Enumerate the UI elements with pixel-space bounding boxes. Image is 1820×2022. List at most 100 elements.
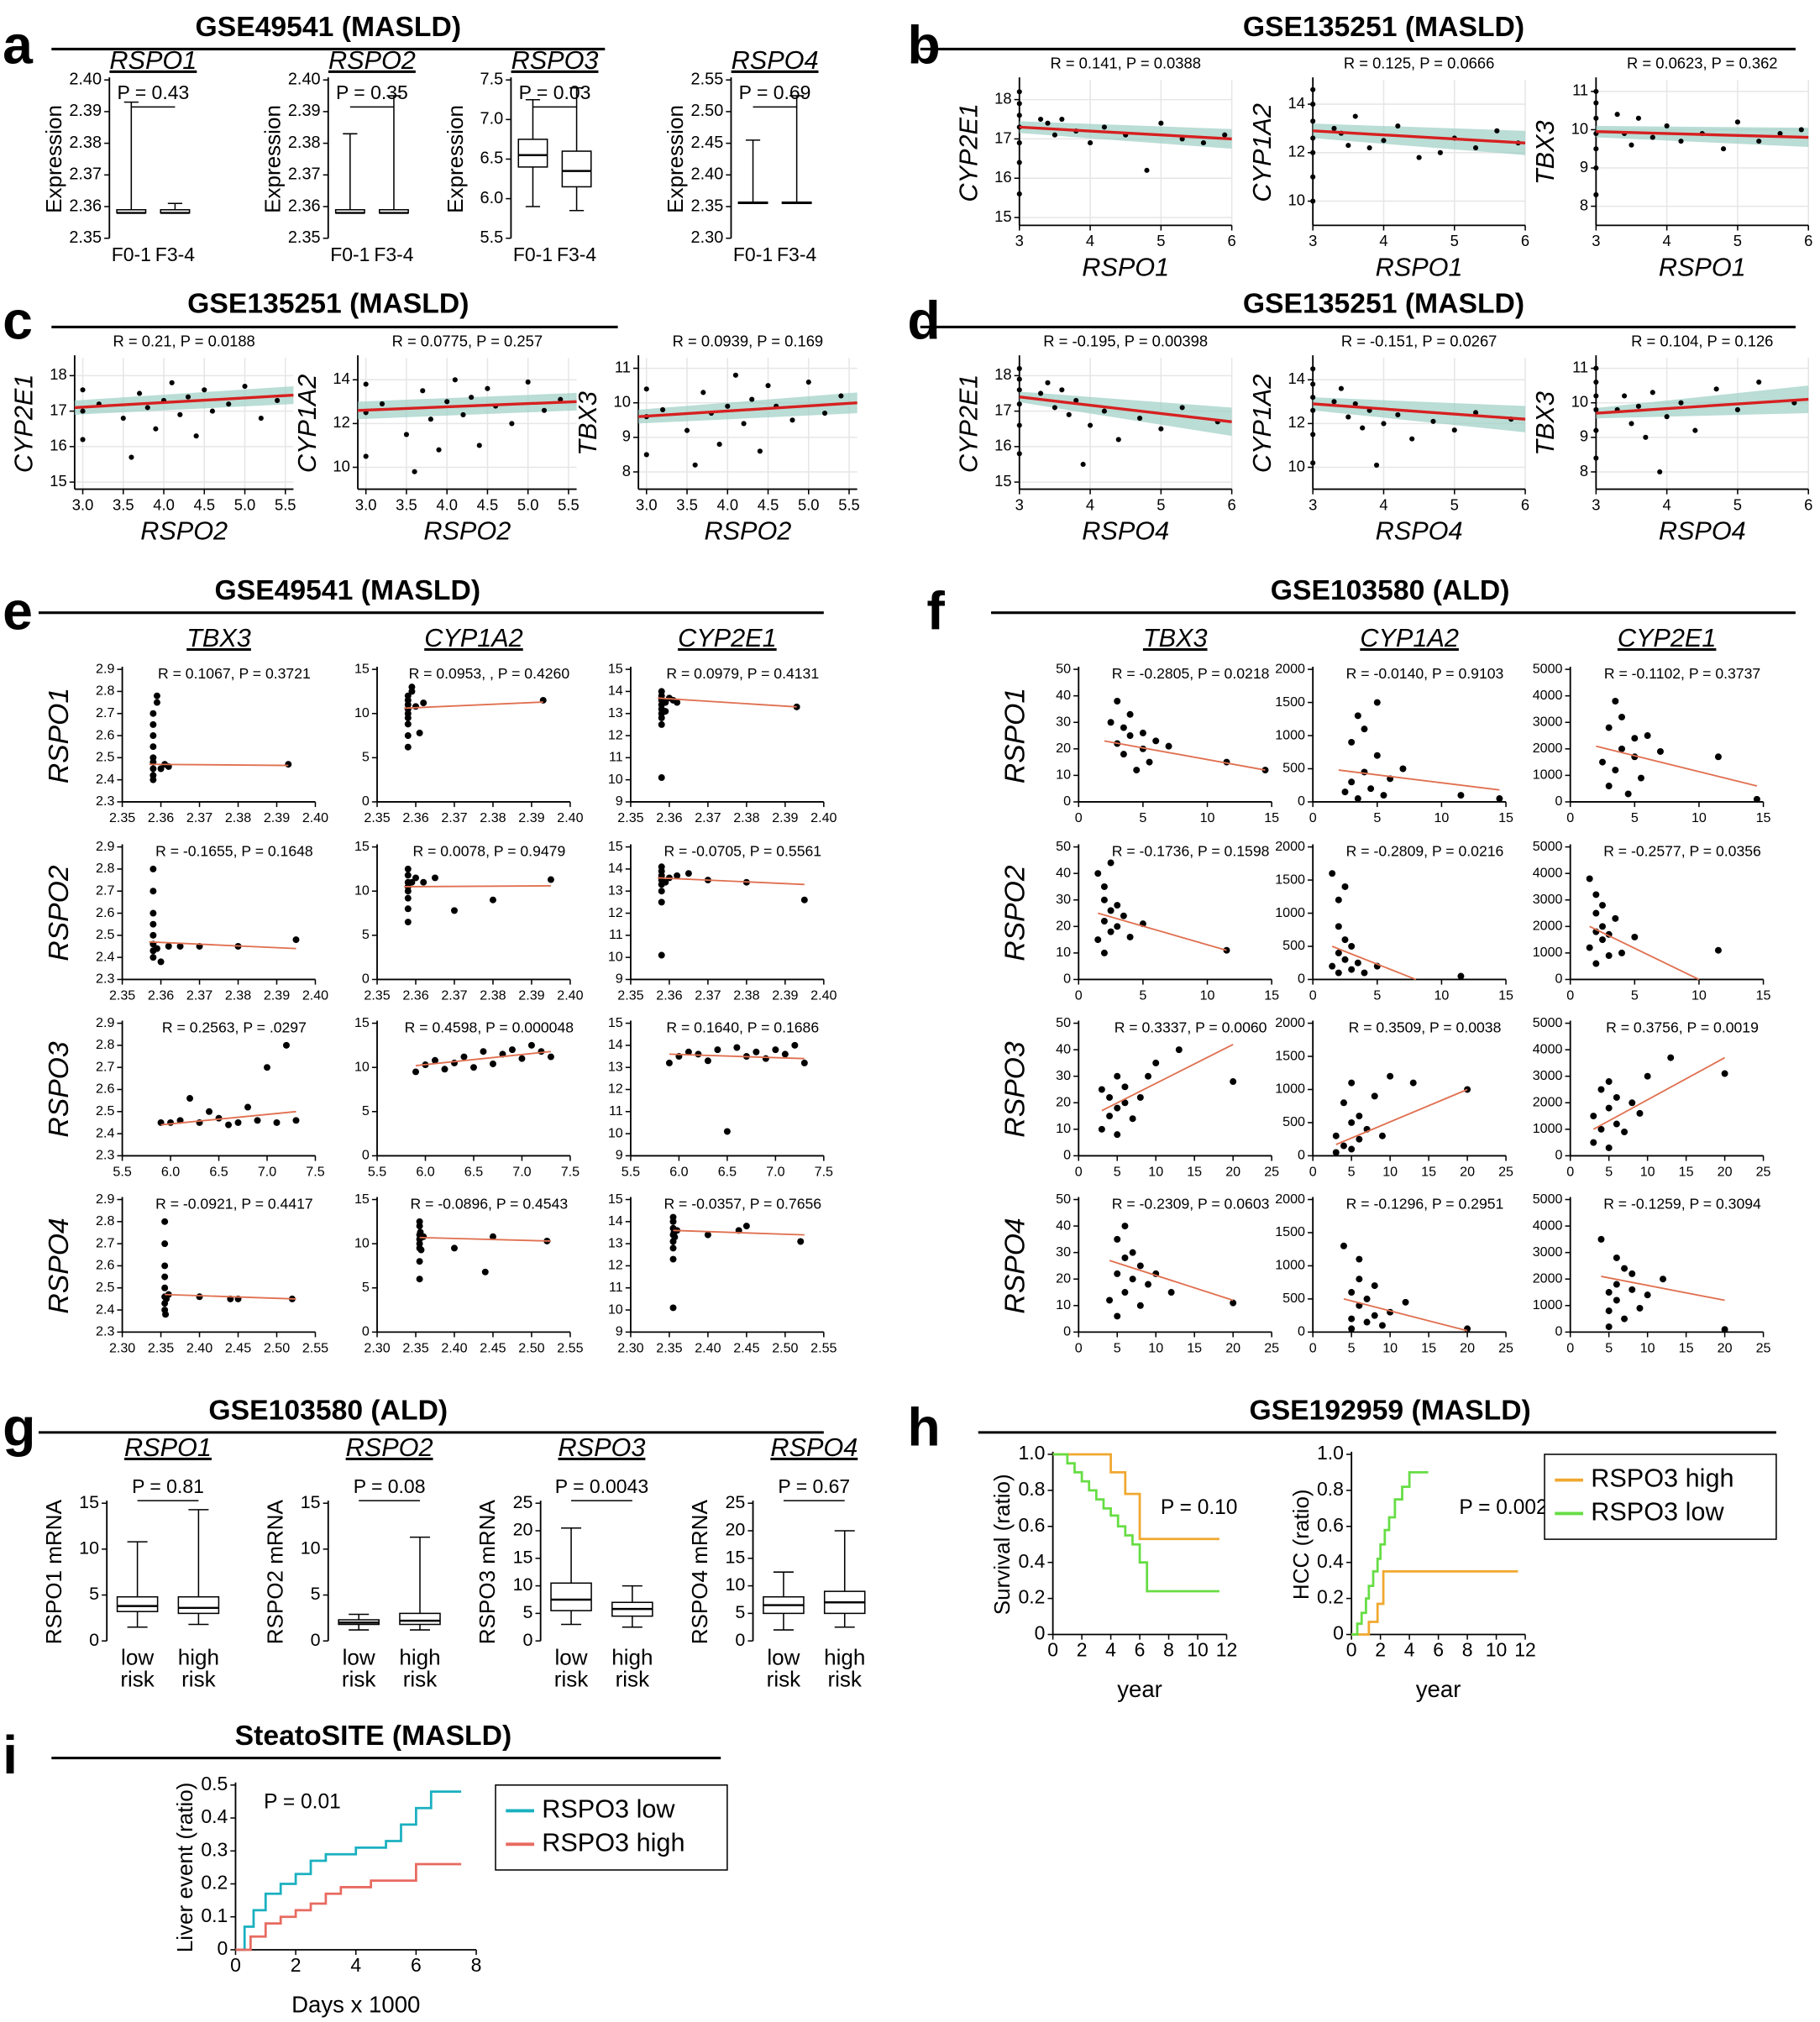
point <box>1114 923 1121 930</box>
point <box>700 390 706 395</box>
point <box>1066 411 1072 417</box>
point <box>1605 1144 1613 1151</box>
point <box>165 943 172 950</box>
x-tick-label: 2 <box>291 1954 302 1976</box>
y-tick-label: 1000 <box>1533 767 1563 783</box>
y-tick-label: 8 <box>622 462 631 479</box>
y-tick-label: 1.0 <box>1018 1442 1045 1464</box>
x-tick-label: 7.5 <box>306 1165 324 1180</box>
annotation: R = -0.0896, P = 0.4543 <box>411 1195 569 1212</box>
y-tick-label: 11 <box>1572 81 1588 99</box>
y-tick-label: 0 <box>362 1324 370 1339</box>
point <box>1230 1299 1237 1307</box>
x-tick-label: 15 <box>1421 1341 1436 1356</box>
y-tick-label: 10 <box>608 772 623 787</box>
y-tick-label: 18 <box>994 89 1011 107</box>
point <box>412 703 419 710</box>
y-tick-label: 2.39 <box>288 102 321 120</box>
point <box>658 720 665 728</box>
fit-line <box>404 884 551 888</box>
y-axis-label: RSPO1 <box>999 688 1031 783</box>
point <box>684 427 690 433</box>
point <box>149 732 157 740</box>
fit-line <box>1104 740 1266 771</box>
point <box>149 909 157 917</box>
y-tick-label: 2.5 <box>96 927 114 942</box>
point <box>1644 1291 1651 1299</box>
point <box>1635 115 1641 121</box>
point <box>485 385 490 391</box>
point <box>1597 1086 1605 1093</box>
y-tick-label: 15 <box>354 839 370 854</box>
point <box>363 453 369 459</box>
point <box>149 710 157 717</box>
subplot-title: CYP1A2 <box>1360 624 1459 652</box>
point <box>412 469 417 474</box>
y-tick-label: 4000 <box>1533 688 1563 703</box>
panel-title: GSE135251 (MASLD) <box>1243 11 1524 43</box>
x-tick-label: 2.45 <box>733 1341 759 1356</box>
panel-title: GSE103580 (ALD) <box>208 1394 448 1426</box>
point <box>427 416 433 422</box>
x-tick-label: 2.40 <box>695 1341 721 1356</box>
panel-letter: c <box>3 290 33 350</box>
fit-line <box>1331 946 1417 981</box>
point <box>1016 376 1022 382</box>
y-axis-label: CYP2E1 <box>955 103 983 202</box>
point <box>558 396 564 402</box>
point <box>1120 912 1127 919</box>
x-tick-label: 2.45 <box>480 1341 506 1356</box>
point <box>1139 729 1146 736</box>
x-tick-label: 4 <box>1663 232 1671 249</box>
y-tick-label: 1500 <box>1275 694 1305 710</box>
x-tick-label: 2.37 <box>695 810 721 825</box>
point <box>1114 1270 1121 1277</box>
point <box>658 898 665 906</box>
point <box>480 1048 487 1056</box>
y-tick-label: 8 <box>1580 196 1588 213</box>
point <box>404 872 412 879</box>
point <box>226 401 232 407</box>
y-tick-label: 5 <box>362 750 370 765</box>
annotation: R = 0.0775, P = 0.257 <box>392 333 543 350</box>
point <box>450 1244 458 1252</box>
y-tick-label: 15 <box>608 839 623 854</box>
x-tick-label: 2.37 <box>186 988 212 1003</box>
x-tick-label: 2.40 <box>302 810 328 825</box>
point <box>1721 1070 1728 1077</box>
y-tick-label: 6.5 <box>480 149 504 168</box>
x-tick-label: 0 <box>1075 1341 1083 1356</box>
fit-line <box>419 1236 551 1242</box>
y-tick-label: 10 <box>608 949 623 964</box>
p-value: P = 0.43 <box>117 81 189 103</box>
x-tick-label: 3.5 <box>396 495 417 513</box>
annotation: R = 0.0623, P = 0.362 <box>1627 55 1777 72</box>
point <box>704 1231 711 1239</box>
point <box>1146 758 1153 766</box>
point <box>793 703 800 710</box>
y-tick-label: 0.1 <box>201 1904 228 1926</box>
point <box>1106 1093 1114 1101</box>
annotation: R = 0.125, P = 0.0666 <box>1344 55 1494 72</box>
y-tick-label: 5 <box>362 927 370 942</box>
y-tick-label: 2.4 <box>96 1302 114 1317</box>
point <box>1657 469 1663 475</box>
x-tick-label: 20 <box>1460 1165 1475 1180</box>
y-tick-label: 9 <box>616 972 623 987</box>
point <box>1261 767 1269 774</box>
y-tick-label: 14 <box>608 684 623 699</box>
y-tick-label: 15 <box>354 1015 370 1030</box>
x-tick-label: 20 <box>1718 1165 1733 1180</box>
point <box>662 708 669 715</box>
y-tick-label: 10 <box>1056 1121 1071 1136</box>
point <box>1126 732 1134 740</box>
y-tick-label: 2.45 <box>691 134 724 152</box>
point <box>1341 788 1349 796</box>
point <box>469 395 475 401</box>
x-tick-label: 2.36 <box>148 810 174 825</box>
x-tick-label: 2.37 <box>186 810 212 825</box>
x-tick-label: 6 <box>1804 232 1812 249</box>
y-tick-label: 3000 <box>1533 1068 1563 1083</box>
point <box>1356 1135 1363 1143</box>
fit-line <box>149 940 296 950</box>
